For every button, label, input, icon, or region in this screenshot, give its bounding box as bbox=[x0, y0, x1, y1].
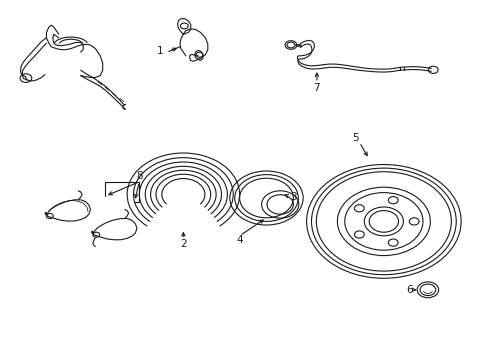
Text: 2: 2 bbox=[180, 239, 186, 249]
Text: 5: 5 bbox=[352, 132, 359, 143]
Text: 1: 1 bbox=[157, 46, 163, 57]
Text: 4: 4 bbox=[236, 235, 243, 245]
Text: 3: 3 bbox=[289, 192, 296, 202]
Text: 6: 6 bbox=[406, 285, 412, 295]
Text: 7: 7 bbox=[313, 83, 320, 93]
Text: 8: 8 bbox=[136, 171, 142, 181]
